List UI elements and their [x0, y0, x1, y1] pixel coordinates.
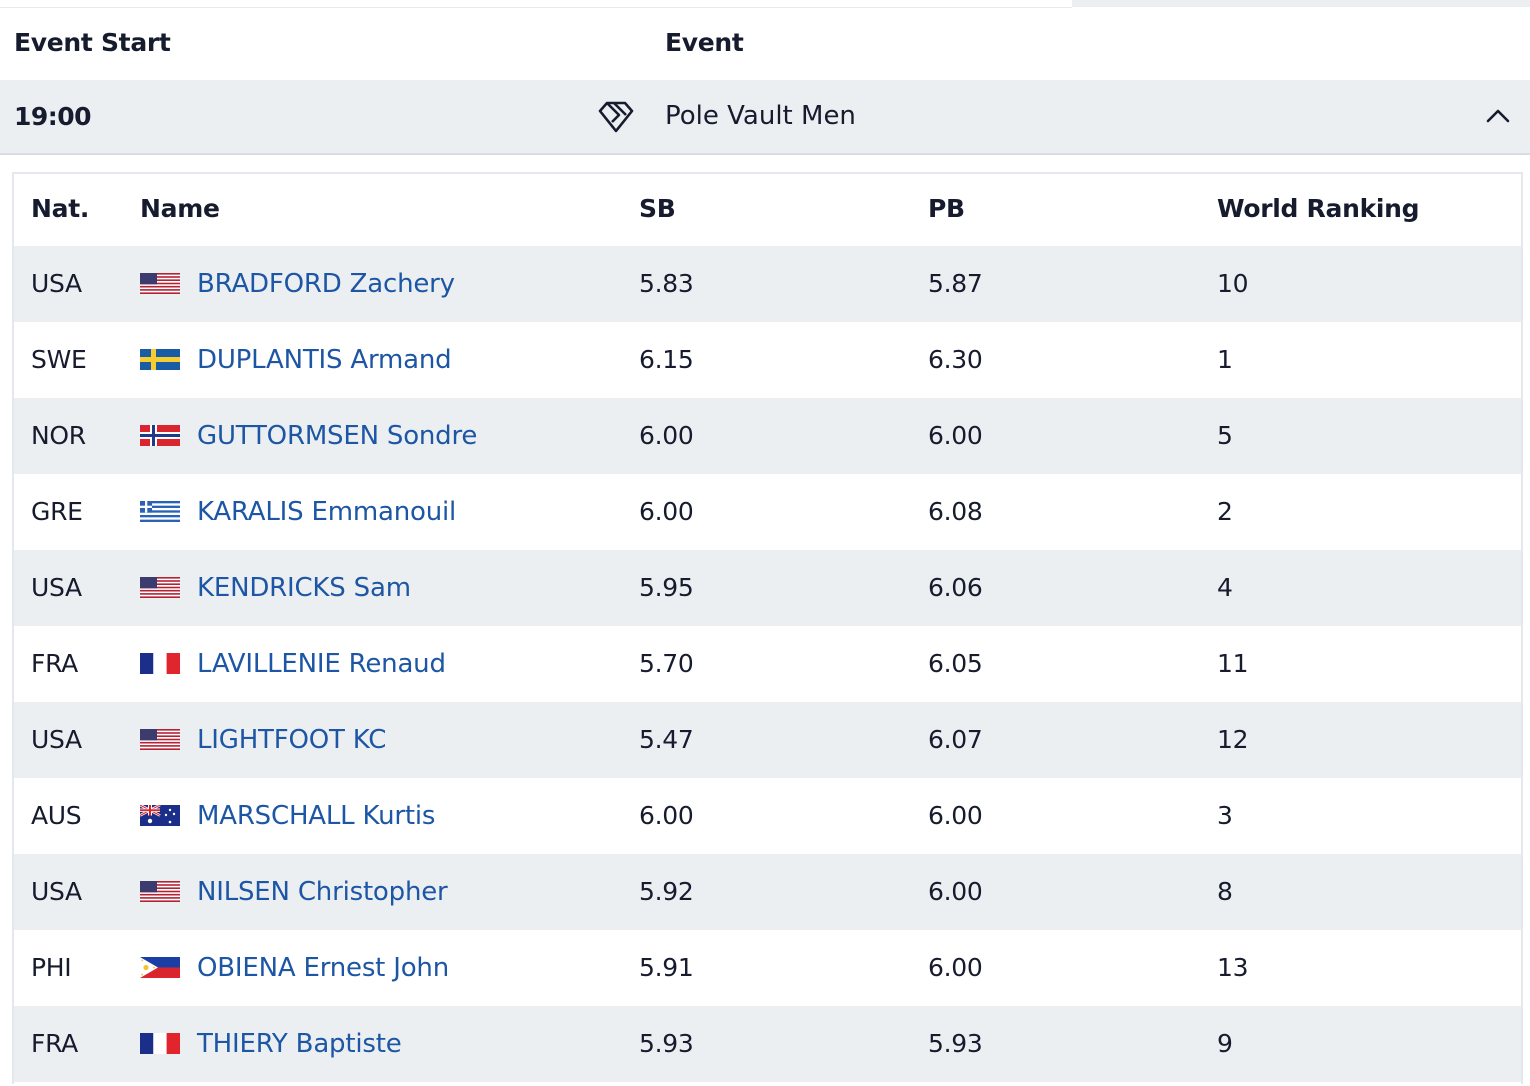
event-time: 19:00 [14, 102, 92, 131]
nat-code: PHI [31, 953, 72, 982]
season-best: 6.00 [639, 801, 694, 830]
athlete-link[interactable]: OBIENA Ernest John [197, 953, 449, 983]
event-row-pole-vault-men[interactable]: 19:00 Pole Vault Men [0, 80, 1530, 155]
col-nat-header: Nat. [31, 194, 90, 223]
world-ranking: 3 [1217, 801, 1233, 830]
world-ranking: 9 [1217, 1029, 1233, 1058]
active-tab-area [0, 0, 1072, 8]
season-best: 5.92 [639, 877, 694, 906]
world-ranking: 10 [1217, 269, 1249, 298]
world-ranking: 5 [1217, 421, 1233, 450]
nat-code: USA [31, 725, 82, 754]
season-best: 5.47 [639, 725, 694, 754]
world-ranking: 13 [1217, 953, 1249, 982]
australia-flag-icon [140, 805, 180, 826]
nat-code: NOR [31, 421, 86, 450]
season-best: 6.00 [639, 421, 694, 450]
schedule-header-row: Event Start Event [0, 8, 1530, 80]
col-world-ranking-header: World Ranking [1217, 194, 1420, 223]
table-header-row: Nat. Name SB PB World Ranking [14, 174, 1521, 246]
inactive-tab-area [1072, 0, 1530, 7]
personal-best: 6.00 [928, 801, 983, 830]
table-row: FRA THIERY Baptiste 5.93 5.93 9 [14, 1006, 1521, 1082]
event-start-header: Event Start [14, 28, 171, 57]
table-row: AUS MARSCHALL Kurtis 6.00 6.00 3 [14, 778, 1521, 854]
nat-code: USA [31, 877, 82, 906]
personal-best: 6.00 [928, 421, 983, 450]
nat-code: FRA [31, 649, 78, 678]
table-row: PHI OBIENA Ernest John 5.91 6.00 13 [14, 930, 1521, 1006]
world-ranking: 11 [1217, 649, 1249, 678]
table-row: USA KENDRICKS Sam 5.95 6.06 4 [14, 550, 1521, 626]
world-ranking: 2 [1217, 497, 1233, 526]
personal-best: 6.30 [928, 345, 983, 374]
personal-best: 6.07 [928, 725, 983, 754]
usa-flag-icon [140, 273, 180, 294]
personal-best: 6.05 [928, 649, 983, 678]
nat-code: USA [31, 269, 82, 298]
athlete-link[interactable]: LAVILLENIE Renaud [197, 649, 446, 679]
diamond-league-icon [598, 101, 634, 133]
nat-code: SWE [31, 345, 87, 374]
world-ranking: 4 [1217, 573, 1233, 602]
nat-code: FRA [31, 1029, 78, 1058]
season-best: 5.91 [639, 953, 694, 982]
athlete-link[interactable]: NILSEN Christopher [197, 877, 448, 907]
usa-flag-icon [140, 729, 180, 750]
table-row: SWE DUPLANTIS Armand 6.15 6.30 1 [14, 322, 1521, 398]
france-flag-icon [140, 653, 180, 674]
personal-best: 6.08 [928, 497, 983, 526]
usa-flag-icon [140, 577, 180, 598]
france-flag-icon [140, 1033, 180, 1054]
table-row: USA LIGHTFOOT KC 5.47 6.07 12 [14, 702, 1521, 778]
athlete-link[interactable]: BRADFORD Zachery [197, 269, 455, 299]
norway-flag-icon [140, 425, 180, 446]
athlete-link[interactable]: LIGHTFOOT KC [197, 725, 387, 755]
season-best: 5.83 [639, 269, 694, 298]
col-sb-header: SB [639, 194, 676, 223]
entries-table: Nat. Name SB PB World Ranking USA BRADFO… [12, 172, 1523, 1084]
table-row: GRE KARALIS Emmanouil 6.00 6.08 2 [14, 474, 1521, 550]
season-best: 5.70 [639, 649, 694, 678]
table-row: USA NILSEN Christopher 5.92 6.00 8 [14, 854, 1521, 930]
season-best: 6.00 [639, 497, 694, 526]
personal-best: 5.87 [928, 269, 983, 298]
athlete-link[interactable]: GUTTORMSEN Sondre [197, 421, 478, 451]
event-name: Pole Vault Men [665, 101, 856, 131]
event-header: Event [665, 28, 744, 57]
greece-flag-icon [140, 501, 180, 522]
table-row: FRA LAVILLENIE Renaud 5.70 6.05 11 [14, 626, 1521, 702]
table-row: NOR GUTTORMSEN Sondre 6.00 6.00 5 [14, 398, 1521, 474]
usa-flag-icon [140, 881, 180, 902]
season-best: 5.95 [639, 573, 694, 602]
personal-best: 5.93 [928, 1029, 983, 1058]
world-ranking: 12 [1217, 725, 1249, 754]
world-ranking: 8 [1217, 877, 1233, 906]
philippines-flag-icon [140, 957, 180, 978]
athlete-link[interactable]: THIERY Baptiste [197, 1029, 402, 1059]
nat-code: AUS [31, 801, 82, 830]
nat-code: GRE [31, 497, 83, 526]
nat-code: USA [31, 573, 82, 602]
season-best: 5.93 [639, 1029, 694, 1058]
season-best: 6.15 [639, 345, 694, 374]
top-tab-strip [0, 0, 1530, 8]
world-ranking: 1 [1217, 345, 1233, 374]
sweden-flag-icon [140, 349, 180, 370]
col-pb-header: PB [928, 194, 965, 223]
table-row: USA BRADFORD Zachery 5.83 5.87 10 [14, 246, 1521, 322]
chevron-up-icon[interactable] [1484, 102, 1512, 130]
athlete-link[interactable]: KARALIS Emmanouil [197, 497, 457, 527]
athlete-link[interactable]: MARSCHALL Kurtis [197, 801, 436, 831]
personal-best: 6.00 [928, 877, 983, 906]
col-name-header: Name [140, 194, 220, 223]
personal-best: 6.00 [928, 953, 983, 982]
personal-best: 6.06 [928, 573, 983, 602]
athlete-link[interactable]: KENDRICKS Sam [197, 573, 411, 603]
athlete-link[interactable]: DUPLANTIS Armand [197, 345, 452, 375]
